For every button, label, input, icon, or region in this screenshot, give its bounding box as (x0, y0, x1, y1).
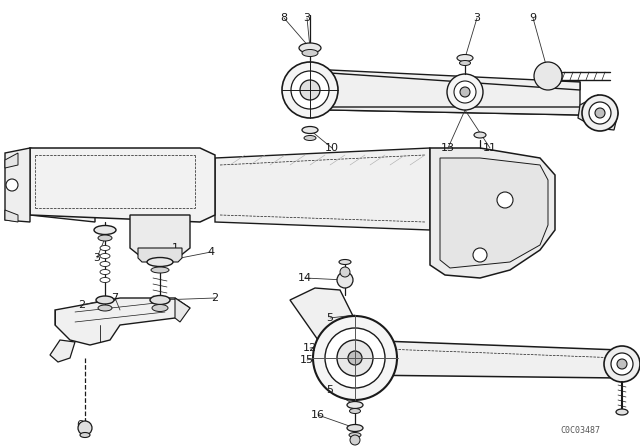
Circle shape (291, 71, 329, 109)
Circle shape (611, 353, 633, 375)
Polygon shape (5, 153, 18, 168)
Ellipse shape (94, 225, 116, 234)
Ellipse shape (347, 401, 363, 409)
Polygon shape (355, 340, 628, 378)
Text: 3: 3 (303, 13, 310, 23)
Text: 4: 4 (207, 247, 214, 257)
Ellipse shape (457, 55, 473, 61)
Ellipse shape (100, 262, 110, 267)
Ellipse shape (548, 66, 562, 86)
Text: 5: 5 (326, 313, 333, 323)
Circle shape (617, 359, 627, 369)
Text: C0C03487: C0C03487 (560, 426, 600, 435)
Ellipse shape (151, 267, 169, 273)
Circle shape (282, 62, 338, 118)
Ellipse shape (474, 132, 486, 138)
Circle shape (348, 351, 362, 365)
Ellipse shape (304, 135, 316, 141)
Circle shape (78, 421, 92, 435)
Polygon shape (55, 298, 190, 345)
Ellipse shape (299, 43, 321, 53)
Ellipse shape (349, 432, 361, 438)
Ellipse shape (349, 409, 360, 414)
Ellipse shape (98, 305, 112, 311)
Text: 12: 12 (303, 343, 317, 353)
Text: 13: 13 (441, 143, 455, 153)
Polygon shape (578, 95, 618, 130)
Circle shape (595, 108, 605, 118)
Text: 9: 9 (529, 13, 536, 23)
Ellipse shape (152, 305, 168, 311)
Text: 14: 14 (298, 273, 312, 283)
Ellipse shape (100, 277, 110, 283)
Ellipse shape (616, 409, 628, 415)
Text: 11: 11 (483, 143, 497, 153)
Ellipse shape (100, 246, 110, 250)
Text: 15: 15 (300, 355, 314, 365)
Circle shape (6, 179, 18, 191)
Polygon shape (5, 148, 30, 222)
Text: 7: 7 (111, 293, 118, 303)
Text: 5: 5 (326, 385, 333, 395)
Ellipse shape (302, 49, 318, 56)
Polygon shape (138, 248, 182, 262)
Circle shape (325, 328, 385, 388)
Text: 3: 3 (474, 13, 481, 23)
Ellipse shape (80, 432, 90, 438)
Polygon shape (440, 158, 548, 268)
Circle shape (313, 316, 397, 400)
Ellipse shape (100, 254, 110, 258)
Polygon shape (330, 107, 580, 115)
Circle shape (454, 81, 476, 103)
Circle shape (473, 248, 487, 262)
Polygon shape (130, 215, 190, 260)
Text: 2: 2 (79, 300, 86, 310)
Circle shape (337, 272, 353, 288)
Text: 3: 3 (93, 253, 100, 263)
Ellipse shape (460, 60, 470, 65)
Circle shape (447, 74, 483, 110)
Ellipse shape (147, 258, 173, 267)
Circle shape (534, 62, 562, 90)
Circle shape (460, 87, 470, 97)
Ellipse shape (96, 296, 114, 304)
Ellipse shape (98, 235, 112, 241)
Circle shape (337, 340, 373, 376)
Circle shape (589, 102, 611, 124)
Polygon shape (30, 148, 95, 222)
Polygon shape (50, 340, 75, 362)
Text: 1: 1 (172, 243, 179, 253)
Ellipse shape (347, 425, 363, 431)
Circle shape (350, 435, 360, 445)
Text: 6: 6 (77, 420, 83, 430)
Polygon shape (30, 148, 215, 222)
Ellipse shape (100, 270, 110, 275)
Circle shape (340, 267, 350, 277)
Circle shape (582, 95, 618, 131)
Circle shape (604, 346, 640, 382)
Circle shape (497, 192, 513, 208)
Text: 2: 2 (211, 293, 219, 303)
Text: 10: 10 (325, 143, 339, 153)
Ellipse shape (150, 296, 170, 305)
Polygon shape (430, 148, 555, 278)
Polygon shape (215, 148, 430, 230)
Polygon shape (290, 288, 365, 340)
Text: 8: 8 (280, 13, 287, 23)
Text: 16: 16 (311, 410, 325, 420)
Polygon shape (5, 210, 18, 222)
Polygon shape (330, 70, 580, 90)
Circle shape (300, 80, 320, 100)
Ellipse shape (339, 259, 351, 264)
Ellipse shape (302, 126, 318, 134)
Polygon shape (330, 73, 580, 115)
Polygon shape (175, 298, 190, 322)
